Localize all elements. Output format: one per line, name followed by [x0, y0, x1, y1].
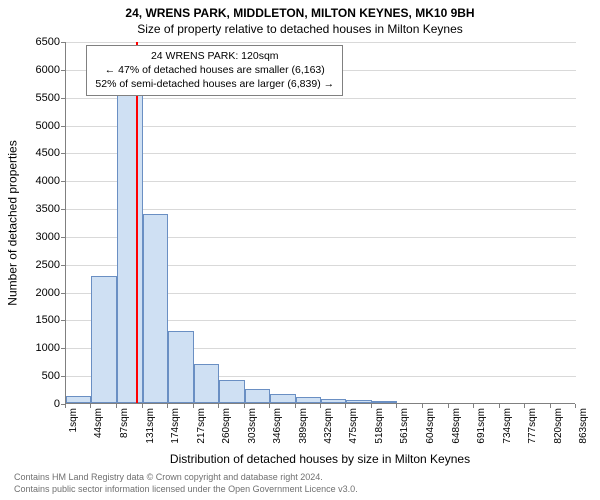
x-tick-mark	[218, 404, 219, 408]
x-tick-mark	[448, 404, 449, 408]
footnote-1: Contains HM Land Registry data © Crown c…	[14, 472, 323, 482]
x-tick-label: 820sqm	[553, 408, 564, 448]
histogram-bar	[219, 380, 244, 403]
x-tick-mark	[320, 404, 321, 408]
x-tick-label: 863sqm	[578, 408, 589, 448]
y-tick-label: 500	[10, 370, 60, 382]
property-marker-line	[136, 42, 138, 403]
x-tick-mark	[473, 404, 474, 408]
x-tick-label: 691sqm	[476, 408, 487, 448]
x-tick-label: 217sqm	[196, 408, 207, 448]
y-tick-label: 3000	[10, 231, 60, 243]
chart-title-address: 24, WRENS PARK, MIDDLETON, MILTON KEYNES…	[0, 6, 600, 20]
x-tick-mark	[116, 404, 117, 408]
histogram-bar	[91, 276, 116, 403]
x-tick-label: 1sqm	[68, 408, 79, 448]
x-tick-label: 432sqm	[323, 408, 334, 448]
y-tick-label: 2000	[10, 287, 60, 299]
histogram-bar	[245, 389, 270, 403]
gridline	[66, 42, 576, 43]
x-tick-label: 131sqm	[145, 408, 156, 448]
y-tick-label: 0	[10, 398, 60, 410]
x-tick-mark	[295, 404, 296, 408]
chart-container: 24, WRENS PARK, MIDDLETON, MILTON KEYNES…	[0, 0, 600, 500]
histogram-bar	[372, 401, 397, 403]
histogram-bar	[346, 400, 371, 403]
x-tick-mark	[422, 404, 423, 408]
x-tick-label: 260sqm	[221, 408, 232, 448]
chart-title-desc: Size of property relative to detached ho…	[0, 22, 600, 36]
histogram-bar	[143, 214, 168, 403]
x-tick-mark	[524, 404, 525, 408]
y-tick-label: 5500	[10, 92, 60, 104]
y-tick-label: 4000	[10, 175, 60, 187]
annotation-line3: 52% of semi-detached houses are larger (…	[95, 77, 334, 91]
histogram-bar	[66, 396, 91, 403]
x-tick-mark	[269, 404, 270, 408]
x-tick-label: 87sqm	[119, 408, 130, 448]
y-tick-label: 3500	[10, 203, 60, 215]
x-tick-mark	[550, 404, 551, 408]
x-tick-mark	[396, 404, 397, 408]
histogram-bar	[296, 397, 321, 403]
histogram-bar	[168, 331, 193, 403]
x-tick-label: 561sqm	[399, 408, 410, 448]
x-tick-mark	[167, 404, 168, 408]
y-tick-label: 1000	[10, 342, 60, 354]
y-tick-label: 2500	[10, 259, 60, 271]
histogram-bar	[270, 394, 295, 403]
x-tick-label: 389sqm	[298, 408, 309, 448]
x-axis-label: Distribution of detached houses by size …	[65, 452, 575, 466]
x-tick-label: 475sqm	[348, 408, 359, 448]
y-tick-label: 6000	[10, 64, 60, 76]
x-tick-mark	[345, 404, 346, 408]
y-tick-label: 6500	[10, 36, 60, 48]
x-tick-label: 734sqm	[502, 408, 513, 448]
annotation-line2: ← 47% of detached houses are smaller (6,…	[95, 63, 334, 77]
x-tick-mark	[499, 404, 500, 408]
x-tick-label: 604sqm	[425, 408, 436, 448]
annotation-box: 24 WRENS PARK: 120sqm ← 47% of detached …	[86, 45, 343, 96]
y-axis-label: Number of detached properties	[6, 140, 20, 305]
histogram-bar	[194, 364, 219, 403]
x-tick-mark	[244, 404, 245, 408]
x-tick-mark	[142, 404, 143, 408]
plot-area: 24 WRENS PARK: 120sqm ← 47% of detached …	[65, 42, 575, 404]
x-tick-mark	[575, 404, 576, 408]
x-tick-label: 174sqm	[170, 408, 181, 448]
annotation-line1: 24 WRENS PARK: 120sqm	[95, 49, 334, 63]
y-tick-label: 1500	[10, 314, 60, 326]
y-tick-label: 4500	[10, 147, 60, 159]
x-tick-label: 518sqm	[374, 408, 385, 448]
histogram-bar	[117, 91, 143, 403]
y-tick-label: 5000	[10, 120, 60, 132]
x-tick-label: 303sqm	[247, 408, 258, 448]
x-tick-mark	[193, 404, 194, 408]
footnote-2: Contains public sector information licen…	[14, 484, 358, 494]
x-tick-mark	[371, 404, 372, 408]
x-tick-mark	[90, 404, 91, 408]
x-tick-label: 44sqm	[93, 408, 104, 448]
histogram-bar	[321, 399, 346, 403]
x-tick-label: 777sqm	[527, 408, 538, 448]
x-tick-label: 346sqm	[272, 408, 283, 448]
x-tick-label: 648sqm	[451, 408, 462, 448]
x-tick-mark	[65, 404, 66, 408]
